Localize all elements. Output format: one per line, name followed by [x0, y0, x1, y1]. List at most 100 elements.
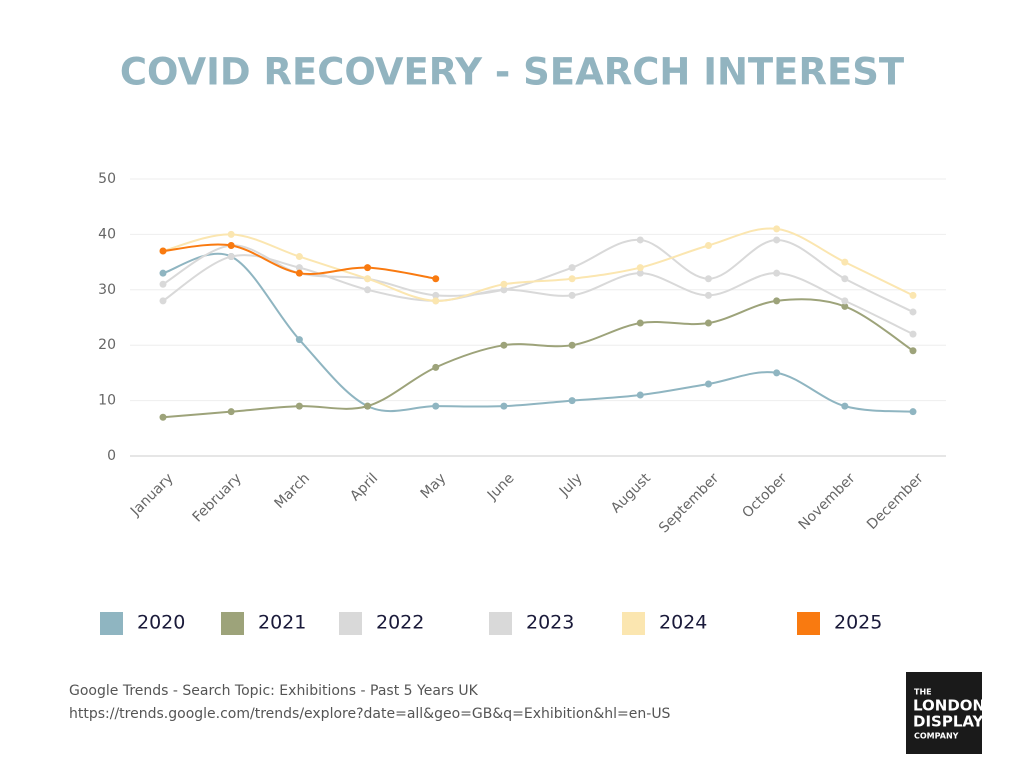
logo-text: DISPLAY [913, 713, 985, 731]
data-point [704, 275, 712, 283]
y-tick-label: 30 [98, 282, 116, 298]
data-point [295, 402, 303, 410]
legend-swatch [622, 612, 645, 635]
x-tick-label: July [556, 470, 586, 500]
data-point [568, 341, 576, 349]
logo-text: COMPANY [914, 732, 959, 741]
legend-swatch [339, 612, 362, 635]
series-line [162, 254, 914, 336]
x-tick-label: June [484, 470, 518, 504]
legend-swatch [797, 612, 820, 635]
series-line [162, 227, 914, 302]
data-point [704, 241, 712, 249]
data-point [568, 397, 576, 405]
data-point [295, 253, 303, 261]
data-point [568, 264, 576, 272]
data-point [500, 341, 508, 349]
data-point [432, 402, 440, 410]
data-point [364, 286, 372, 294]
y-tick-label: 10 [98, 393, 116, 409]
data-point [295, 336, 303, 344]
data-point [773, 236, 781, 244]
x-tick-label: May [418, 470, 450, 502]
data-point [227, 408, 235, 416]
data-point [500, 280, 508, 288]
data-point [364, 275, 372, 283]
x-tick-label: October [739, 470, 790, 521]
x-tick-label: February [190, 470, 245, 525]
data-point [295, 264, 303, 272]
data-point [227, 230, 235, 238]
data-point [909, 330, 917, 338]
x-tick-label: November [796, 470, 859, 533]
data-point [636, 236, 644, 244]
data-point [432, 363, 440, 371]
data-point [500, 402, 508, 410]
data-point [227, 241, 235, 249]
data-point [432, 275, 440, 283]
data-point [909, 308, 917, 316]
data-point [841, 258, 849, 266]
data-point [841, 275, 849, 283]
data-point [773, 297, 781, 305]
x-tick-label: January [127, 470, 177, 520]
data-point [159, 247, 167, 255]
legend-swatch [221, 612, 244, 635]
data-point [159, 269, 167, 277]
data-point [500, 286, 508, 294]
x-tick-label: September [656, 470, 722, 536]
data-point [773, 225, 781, 233]
data-point [636, 264, 644, 272]
data-point [636, 391, 644, 399]
logo-text: LONDON [913, 697, 985, 715]
legend-label: 2024 [659, 612, 707, 634]
data-point [773, 269, 781, 277]
legend-label: 2020 [137, 612, 185, 634]
source-text: Google Trends - Search Topic: Exhibition… [69, 683, 479, 699]
data-point [636, 319, 644, 327]
data-point [909, 291, 917, 299]
y-tick-label: 50 [98, 171, 116, 187]
y-tick-label: 0 [107, 448, 116, 464]
data-point [159, 280, 167, 288]
data-point [159, 413, 167, 421]
data-point [704, 319, 712, 327]
data-point [432, 297, 440, 305]
data-point [159, 297, 167, 305]
y-tick-label: 40 [98, 226, 116, 242]
data-point [704, 291, 712, 299]
data-point [909, 347, 917, 355]
logo-box [906, 672, 982, 754]
legend-label: 2023 [526, 612, 574, 634]
series-line [162, 252, 914, 413]
legend-label: 2022 [376, 612, 424, 634]
data-point [704, 380, 712, 388]
data-point [841, 402, 849, 410]
series-line [162, 298, 914, 419]
data-point [227, 253, 235, 261]
data-point [364, 402, 372, 410]
data-point [841, 302, 849, 310]
x-tick-label: April [347, 470, 381, 504]
legend-swatch [489, 612, 512, 635]
data-point [909, 408, 917, 416]
data-point [432, 291, 440, 299]
source-url: https://trends.google.com/trends/explore… [69, 706, 671, 722]
x-tick-label: December [864, 470, 927, 533]
data-point [636, 269, 644, 277]
data-point [568, 291, 576, 299]
data-point [364, 264, 372, 272]
data-point [841, 297, 849, 305]
series-line [162, 238, 914, 313]
x-tick-label: March [272, 470, 313, 511]
chart-title: COVID RECOVERY - SEARCH INTEREST [120, 51, 905, 94]
y-tick-label: 20 [98, 337, 116, 353]
legend-swatch [100, 612, 123, 635]
data-point [773, 369, 781, 377]
legend-label: 2021 [258, 612, 306, 634]
x-tick-label: August [608, 470, 654, 516]
legend-label: 2025 [834, 612, 882, 634]
logo-text: THE [914, 688, 932, 697]
data-point [295, 269, 303, 277]
